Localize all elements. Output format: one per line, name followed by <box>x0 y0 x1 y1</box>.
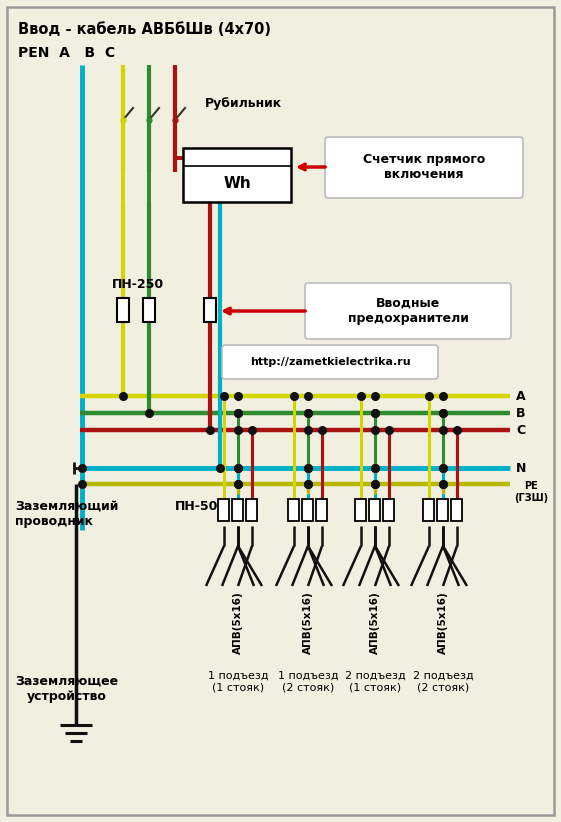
Text: 1 подъезд
(2 стояк): 1 подъезд (2 стояк) <box>278 671 338 693</box>
Text: http://zametkielectrika.ru: http://zametkielectrika.ru <box>250 357 410 367</box>
Text: Счетчик прямого
включения: Счетчик прямого включения <box>363 154 485 182</box>
Bar <box>232 499 243 521</box>
Text: АПВ(5х16): АПВ(5х16) <box>438 591 448 653</box>
Text: 2 подъезд
(2 стояк): 2 подъезд (2 стояк) <box>413 671 473 693</box>
Bar <box>356 499 366 521</box>
Text: B: B <box>516 407 526 419</box>
Bar <box>302 499 314 521</box>
Text: АПВ(5х16): АПВ(5х16) <box>370 591 380 653</box>
Bar <box>183 148 291 202</box>
Text: Вводные
предохранители: Вводные предохранители <box>348 297 468 325</box>
Text: C: C <box>516 423 525 436</box>
Bar <box>246 499 257 521</box>
Bar <box>218 499 229 521</box>
Text: Заземляющее
устройство: Заземляющее устройство <box>15 675 118 703</box>
Text: 2 подъезд
(1 стояк): 2 подъезд (1 стояк) <box>344 671 406 693</box>
Bar <box>424 499 435 521</box>
Bar <box>288 499 300 521</box>
Bar <box>143 298 155 322</box>
Text: Рубильник: Рубильник <box>205 97 282 110</box>
Text: PEN  A   B  C: PEN A B C <box>18 46 115 60</box>
Bar <box>438 499 448 521</box>
Text: N: N <box>516 461 526 474</box>
Text: A: A <box>516 390 526 403</box>
FancyBboxPatch shape <box>222 345 438 379</box>
Bar <box>316 499 328 521</box>
Text: ПН-50: ПН-50 <box>175 500 218 512</box>
Text: Ввод - кабель АВБбШв (4х70): Ввод - кабель АВБбШв (4х70) <box>18 22 271 37</box>
Text: Wh: Wh <box>223 177 251 192</box>
Bar <box>204 298 216 322</box>
FancyBboxPatch shape <box>305 283 511 339</box>
Bar <box>370 499 380 521</box>
Bar <box>452 499 462 521</box>
Text: АПВ(5х16): АПВ(5х16) <box>233 591 243 653</box>
Text: ПН-250: ПН-250 <box>112 278 164 291</box>
Text: Заземляющий
проводник: Заземляющий проводник <box>15 500 118 528</box>
Text: АПВ(5х16): АПВ(5х16) <box>303 591 313 653</box>
FancyBboxPatch shape <box>325 137 523 198</box>
Bar <box>384 499 394 521</box>
Text: 1 подъезд
(1 стояк): 1 подъезд (1 стояк) <box>208 671 268 693</box>
Bar <box>117 298 129 322</box>
Text: PE
(ГЗШ): PE (ГЗШ) <box>514 481 548 503</box>
